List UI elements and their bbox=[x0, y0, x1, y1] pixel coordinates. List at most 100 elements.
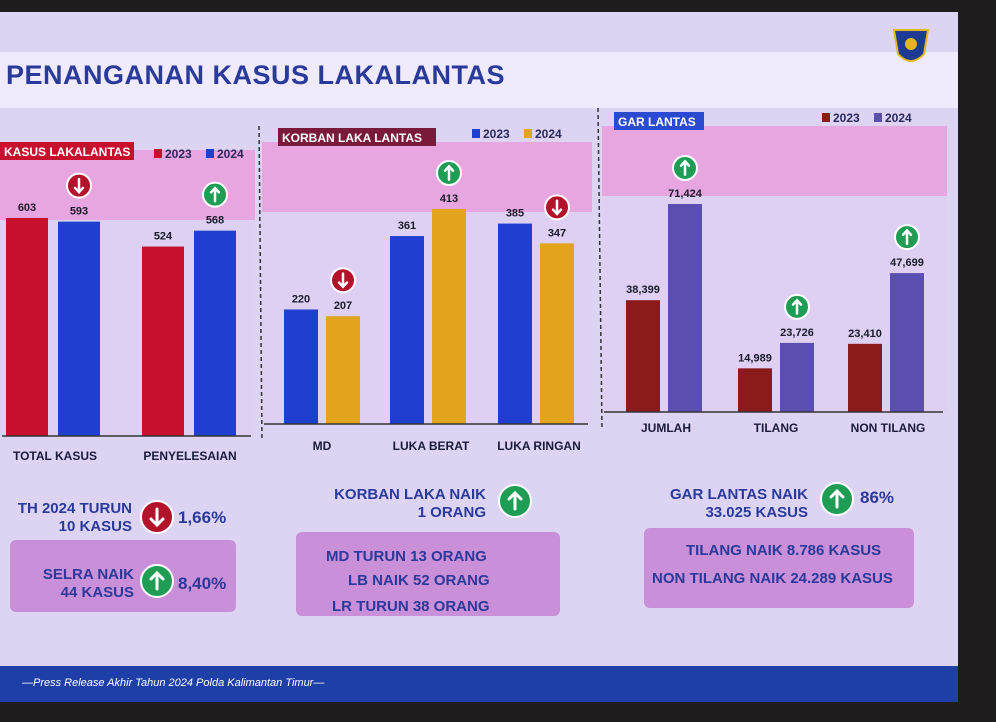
arrow-glyph bbox=[209, 186, 221, 203]
bar-value-label: 220 bbox=[292, 293, 310, 305]
legend-label: 2023 bbox=[165, 147, 192, 161]
bar bbox=[194, 230, 236, 436]
arrow-glyph bbox=[679, 159, 691, 176]
category-label: MD bbox=[313, 439, 332, 453]
arrow-glyph bbox=[443, 164, 455, 181]
panel-divider bbox=[258, 125, 263, 441]
up-arrow-icon bbox=[436, 160, 462, 186]
bar bbox=[284, 309, 318, 424]
up-arrow-icon bbox=[498, 484, 532, 518]
summary-tilang-line: TILANG NAIK 8.786 KASUS bbox=[686, 542, 882, 559]
summary-gar-line2: 33.025 KASUS bbox=[705, 504, 808, 521]
summary-kasus-text: TH 2024 TURUN 10 KASUS bbox=[10, 500, 132, 536]
arrow-path bbox=[829, 488, 845, 509]
legend-swatch bbox=[206, 149, 214, 158]
bar-value-label: 38,399 bbox=[626, 284, 660, 296]
chart-title: KORBAN LAKA LANTAS bbox=[282, 131, 422, 145]
category-label: JUMLAH bbox=[641, 421, 691, 435]
up-arrow-icon bbox=[894, 224, 920, 251]
bar-value-label: 524 bbox=[154, 231, 173, 243]
chart-title: GAR LANTAS bbox=[618, 115, 696, 129]
category-label: PENYELESAIAN bbox=[143, 449, 236, 463]
category-label: LUKA RINGAN bbox=[497, 439, 581, 453]
legend-swatch bbox=[524, 129, 532, 138]
footer-text: —Press Release Akhir Tahun 2024 Polda Ka… bbox=[22, 677, 325, 689]
footer-bar: —Press Release Akhir Tahun 2024 Polda Ka… bbox=[0, 666, 958, 702]
arrow-path bbox=[149, 570, 165, 591]
bar bbox=[848, 343, 882, 412]
summary-gar-pct: 86% bbox=[860, 488, 895, 507]
down-arrow-icon bbox=[330, 267, 356, 294]
summary-md-line: MD TURUN 13 ORANG bbox=[326, 548, 487, 565]
up-arrow-icon bbox=[202, 181, 228, 208]
bar-value-label: 568 bbox=[206, 215, 224, 227]
up-arrow-icon bbox=[820, 482, 854, 516]
arrow-path bbox=[149, 507, 165, 528]
up-arrow-glyph bbox=[149, 570, 165, 591]
summary-selra-line1: SELRA NAIK bbox=[42, 566, 134, 583]
up-arrow-icon bbox=[784, 293, 810, 320]
bar-value-label: 23,410 bbox=[848, 328, 882, 340]
bar bbox=[58, 221, 100, 436]
summary-selra-text: SELRA NAIK 44 KASUS bbox=[12, 566, 134, 602]
chart-title-tag bbox=[0, 142, 134, 160]
legend-swatch bbox=[874, 113, 882, 122]
summary-kasus-line1: TH 2024 TURUN bbox=[17, 500, 132, 517]
bar bbox=[780, 342, 814, 412]
bar bbox=[326, 316, 360, 424]
summary-nontilang-line: NON TILANG NAIK 24.289 KASUS bbox=[652, 570, 893, 587]
summary-korban-detail-box bbox=[296, 532, 560, 616]
chart-panel-band bbox=[262, 142, 592, 212]
chart-title-tag bbox=[278, 128, 436, 146]
up-arrow-glyph bbox=[829, 488, 845, 509]
bar bbox=[890, 273, 924, 412]
bar bbox=[626, 300, 660, 412]
bar-value-label: 47,699 bbox=[890, 257, 924, 269]
summary-gar-line1: GAR LANTAS NAIK bbox=[669, 486, 808, 503]
bar-value-label: 71,424 bbox=[668, 188, 703, 200]
summary-kasus-pct: 1,66% bbox=[178, 508, 227, 527]
arrow-path bbox=[507, 490, 523, 511]
legend-label: 2024 bbox=[535, 127, 562, 141]
arrow-glyph bbox=[73, 177, 85, 195]
summary-korban-line2: 1 ORANG bbox=[417, 504, 486, 521]
bar bbox=[6, 218, 48, 436]
bar-value-label: 14,989 bbox=[738, 352, 772, 364]
bar-value-label: 361 bbox=[398, 220, 416, 232]
bar bbox=[668, 204, 702, 412]
arrow-glyph bbox=[901, 228, 913, 245]
summary-lr-line: LR TURUN 38 ORANG bbox=[332, 598, 490, 615]
category-label: TOTAL KASUS bbox=[13, 449, 97, 463]
arrow-glyph bbox=[791, 298, 803, 315]
bar bbox=[498, 223, 532, 424]
down-arrow-icon bbox=[544, 194, 570, 221]
category-label: LUKA BERAT bbox=[393, 439, 470, 453]
legend-label: 2023 bbox=[833, 111, 860, 125]
down-arrow-icon bbox=[140, 500, 174, 534]
legend-label: 2023 bbox=[483, 127, 510, 141]
summary-selra-pct: 8,40% bbox=[178, 574, 227, 593]
bar-value-label: 385 bbox=[506, 208, 524, 220]
bar-value-label: 23,726 bbox=[780, 327, 814, 339]
summary-gar-text: GAR LANTAS NAIK 33.025 KASUS bbox=[636, 486, 808, 522]
bar-value-label: 207 bbox=[334, 300, 352, 312]
arrow-glyph bbox=[337, 272, 349, 289]
legend-swatch bbox=[822, 113, 830, 122]
chart-title: KASUS LAKALANTAS bbox=[4, 145, 130, 159]
summary-lb-line: LB NAIK 52 ORANG bbox=[348, 572, 490, 589]
bar bbox=[390, 236, 424, 424]
up-arrow-glyph bbox=[507, 490, 523, 511]
page-title: PENANGANAN KASUS LAKALANTAS bbox=[6, 60, 505, 90]
bar bbox=[432, 209, 466, 424]
bar-value-label: 593 bbox=[70, 206, 88, 218]
summary-kasus-line2: 10 KASUS bbox=[58, 518, 132, 535]
chart-panel-band bbox=[602, 126, 947, 196]
summary-selra-line2: 44 KASUS bbox=[60, 584, 134, 601]
bar bbox=[540, 243, 574, 424]
category-label: NON TILANG bbox=[851, 421, 926, 435]
down-arrow-icon bbox=[66, 172, 92, 199]
legend-swatch bbox=[154, 149, 162, 158]
summary-korban-line1: KORBAN LAKA NAIK bbox=[334, 486, 486, 503]
bar-value-label: 603 bbox=[18, 202, 36, 214]
